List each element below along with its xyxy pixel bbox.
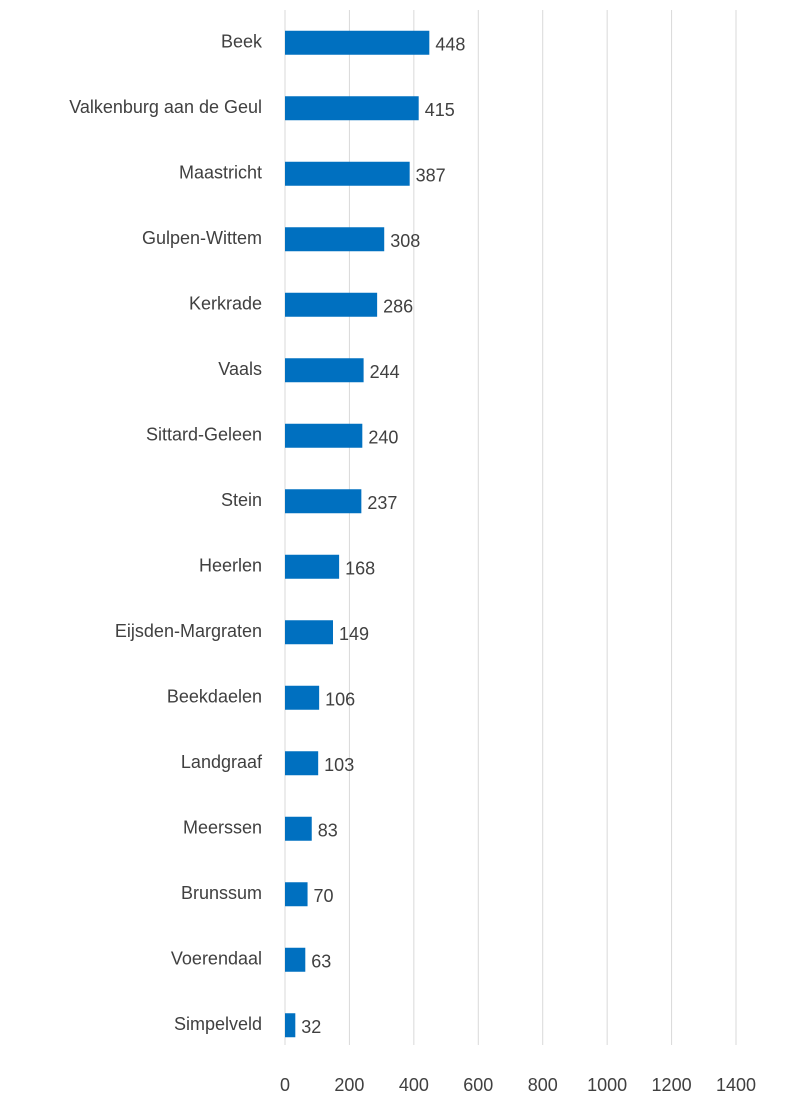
data-label: 240: [368, 428, 398, 448]
y-tick-label: Sittard-Geleen: [146, 425, 262, 445]
data-label: 32: [301, 1017, 321, 1037]
y-tick-label: Beekdaelen: [167, 687, 262, 707]
y-tick-label: Valkenburg aan de Geul: [69, 97, 262, 117]
bar: [285, 292, 378, 317]
x-tick-label: 1200: [652, 1075, 692, 1095]
bar: [285, 882, 308, 907]
y-tick-label: Brunssum: [181, 883, 262, 903]
x-tick-label: 1000: [587, 1075, 627, 1095]
y-tick-label: Beek: [221, 32, 263, 52]
data-label: 448: [435, 35, 465, 55]
data-label: 308: [390, 231, 420, 251]
bar: [285, 161, 410, 186]
y-tick-label: Eijsden-Margraten: [115, 621, 262, 641]
data-label: 63: [311, 952, 331, 972]
x-tick-label: 0: [280, 1075, 290, 1095]
bar: [285, 816, 312, 841]
data-label: 83: [318, 821, 338, 841]
data-label: 286: [383, 297, 413, 317]
x-tick-label: 400: [399, 1075, 429, 1095]
y-tick-label: Landgraaf: [181, 752, 263, 772]
data-label: 168: [345, 559, 375, 579]
x-tick-label: 800: [528, 1075, 558, 1095]
y-tick-label: Gulpen-Wittem: [142, 228, 262, 248]
data-label: 237: [367, 493, 397, 513]
bar: [285, 96, 419, 121]
bar: [285, 30, 430, 55]
bar: [285, 685, 320, 710]
bar: [285, 358, 364, 383]
y-tick-label: Meerssen: [183, 818, 262, 838]
y-tick-label: Stein: [221, 490, 262, 510]
y-tick-label: Heerlen: [199, 556, 262, 576]
data-label: 415: [425, 100, 455, 120]
data-label: 106: [325, 690, 355, 710]
bar: [285, 1013, 296, 1038]
data-label: 103: [324, 755, 354, 775]
y-tick-label: Kerkrade: [189, 294, 262, 314]
y-tick-label: Maastricht: [179, 163, 262, 183]
y-tick-label: Simpelveld: [174, 1014, 262, 1034]
bar: [285, 751, 319, 776]
x-tick-label: 1400: [716, 1075, 756, 1095]
x-tick-label: 200: [334, 1075, 364, 1095]
bar: [285, 554, 340, 579]
data-label: 149: [339, 624, 369, 644]
y-tick-label: Voerendaal: [171, 949, 262, 969]
bar: [285, 620, 333, 645]
bar: [285, 947, 306, 972]
data-label: 387: [416, 166, 446, 186]
bar: [285, 489, 362, 514]
data-label: 70: [314, 886, 334, 906]
bar: [285, 423, 363, 448]
y-tick-label: Vaals: [218, 359, 262, 379]
data-label: 244: [370, 362, 400, 382]
x-tick-label: 600: [463, 1075, 493, 1095]
bar: [285, 227, 385, 252]
